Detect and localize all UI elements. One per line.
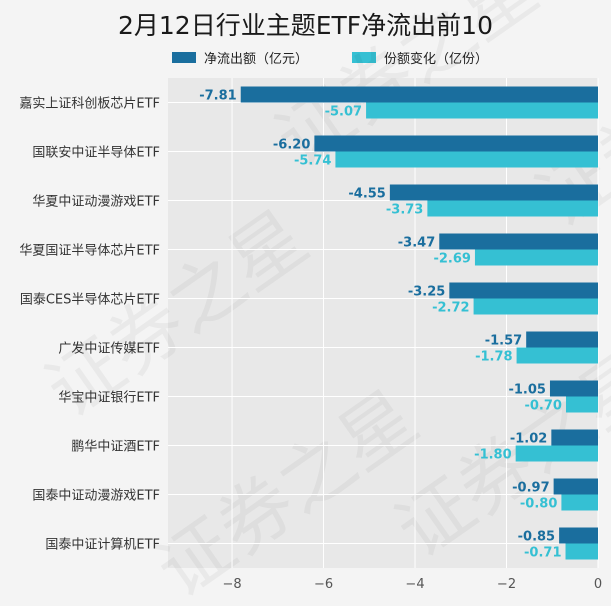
bar [314, 135, 598, 152]
bar [366, 102, 598, 119]
bar [439, 233, 598, 250]
category-label: 华宝中证银行ETF [58, 391, 160, 406]
bar [473, 298, 598, 315]
data-label: -3.25 [408, 285, 445, 300]
category-label: 国联安中证半导体ETF [32, 146, 160, 161]
category-label: 广发中证传媒ETF [58, 341, 160, 357]
bar [240, 86, 598, 103]
data-label: -4.55 [348, 187, 385, 202]
legend-swatch-share-change [352, 52, 376, 63]
bar [389, 184, 598, 201]
category-label: 国泰中证动漫游戏ETF [32, 489, 160, 504]
category-label: 国泰CES半导体芯片ETF [20, 293, 160, 308]
legend-item-net-outflow: 净流出额（亿元） [172, 48, 308, 67]
data-label: -3.47 [398, 236, 435, 251]
data-label: -1.57 [485, 334, 522, 349]
x-tick-label: −8 [222, 577, 241, 592]
data-label: -5.74 [294, 154, 331, 169]
data-label: -1.05 [508, 383, 545, 398]
bar [549, 380, 598, 397]
data-label: -0.85 [518, 530, 555, 545]
data-label: -3.73 [386, 203, 423, 218]
bar [427, 200, 598, 217]
legend: 净流出额（亿元） 份额变化（亿份） [0, 48, 611, 68]
legend-label-share-change: 份额变化（亿份） [384, 52, 489, 67]
legend-label-net-outflow: 净流出额（亿元） [204, 52, 309, 67]
bar [553, 478, 598, 495]
data-label: -5.07 [325, 105, 362, 120]
legend-swatch-net-outflow [172, 52, 196, 63]
bar [474, 249, 598, 266]
data-label: -0.71 [524, 546, 561, 561]
category-label: 国泰中证计算机ETF [45, 538, 160, 553]
data-label: -1.78 [475, 350, 512, 365]
category-label: 华夏中证动漫游戏ETF [32, 195, 160, 210]
bar [565, 543, 598, 560]
bar [565, 396, 598, 413]
bar [551, 429, 598, 446]
x-tick-label: −6 [314, 577, 333, 592]
data-label: -0.80 [520, 497, 557, 512]
data-label: -7.81 [199, 89, 236, 104]
data-label: -0.97 [512, 481, 549, 496]
bar [516, 347, 598, 364]
legend-item-share-change: 份额变化（亿份） [352, 48, 488, 67]
bar [561, 494, 598, 511]
x-tick-label: −2 [497, 577, 516, 592]
data-label: -0.70 [524, 399, 561, 414]
x-tick-label: 0 [594, 577, 602, 592]
bar [559, 527, 598, 544]
bar [526, 331, 598, 348]
bar [515, 445, 598, 462]
bar [449, 282, 598, 299]
category-label: 华夏国证半导体芯片ETF [19, 244, 160, 259]
data-label: -2.72 [432, 301, 469, 316]
data-label: -1.02 [510, 432, 547, 447]
data-label: -1.80 [474, 448, 511, 463]
category-label: 嘉实上证科创板芯片ETF [19, 97, 160, 112]
chart-title: 2月12日行业主题ETF净流出前10 [118, 11, 493, 40]
category-label: 鹏华中证酒ETF [71, 440, 160, 455]
x-tick-label: −4 [405, 577, 424, 592]
data-label: -2.69 [433, 252, 470, 267]
bar [335, 151, 598, 168]
data-label: -6.20 [273, 138, 310, 153]
